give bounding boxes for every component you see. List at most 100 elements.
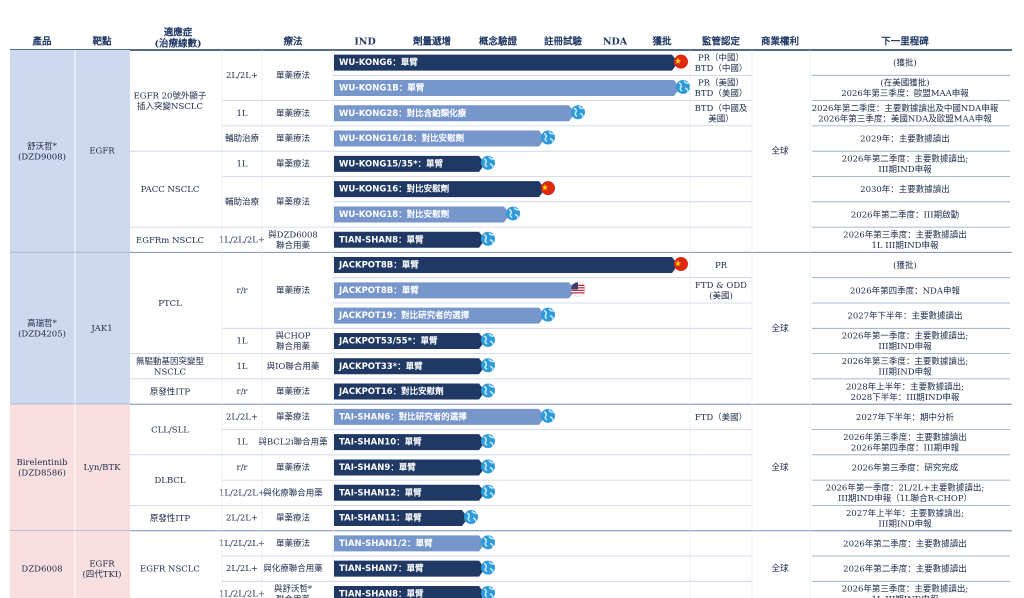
column-header: 註冊試驗 (544, 36, 583, 48)
trial-name: JACKPOT53/55*：單臂 (338, 335, 438, 346)
indication-line: DLBCL (154, 476, 185, 486)
milestone-line: 2026年第二季度：主要數據讀出 (843, 538, 967, 549)
indication: PACC NSCLC (141, 185, 200, 195)
trial-bar (334, 257, 678, 274)
lines-of-therapy: 1L (236, 159, 247, 169)
milestone: 2029年：主要數據讀出 (860, 133, 950, 144)
regulatory-line: 美國） (708, 113, 734, 124)
milestone-line: III期IND申報 (878, 366, 932, 377)
trial-bar (334, 307, 545, 324)
therapy: 單藥療法 (276, 538, 310, 549)
trial-name: TIAN-SHAN7：單臂 (339, 563, 424, 574)
product-name-line: (DZD9008) (18, 151, 66, 162)
indication-line: EGFRm NSCLC (136, 235, 204, 245)
trial-name: JACKPOT8B：單臂 (338, 285, 419, 296)
lines-of-therapy: 1L/2L/2L+ (219, 488, 265, 498)
product-cell (10, 530, 130, 598)
trial-bar (334, 535, 485, 552)
trial-name: TAI-SHAN9：單臂 (339, 462, 416, 473)
product-name-line: Birelentinib (16, 458, 68, 468)
milestone: 2026年第三季度：主要數據讀出 1L III期IND申報 (843, 229, 967, 251)
icon (541, 408, 555, 423)
therapy: 單藥療法 (276, 285, 310, 296)
globe-land (483, 535, 495, 548)
product-name: Birelentinib (DZD8586) (16, 458, 68, 479)
trial-name: WU-KONG28：對比含鉑類化療 (339, 108, 467, 119)
therapy-line: 與舒沃哲* (274, 583, 313, 594)
lines-of-therapy: 輔助治療 (225, 196, 260, 207)
indication-line: PTCL (158, 299, 182, 309)
milestone: 2026年第二季度：主要數據讀出 (843, 538, 967, 549)
indication-line: EGFR 20號外顯子 (134, 90, 207, 101)
trial-name: TIAN-SHAN8：單臂 (339, 588, 424, 598)
product-cell (10, 404, 130, 531)
target-line: (四代TKI) (82, 568, 121, 579)
rights: 全球 (771, 462, 789, 473)
column-header: 產品 (31, 36, 51, 48)
milestone: 2028年上半年：主要數據讀出; 2028下半年：III期IND申報 (846, 381, 964, 403)
milestone-line: 2026年第三季度：主要數據讀出; (842, 356, 969, 367)
regulatory: BTD（中國及美國） (695, 103, 748, 125)
column-header: 監管認定 (702, 36, 741, 48)
indication: EGFR 20號外顯子插入突變NSCLC (134, 90, 207, 112)
column-header: 下一里程碑 (881, 36, 929, 48)
icon (570, 282, 586, 297)
column-header: 靶點 (92, 36, 112, 48)
flag-canton (571, 282, 578, 290)
milestone-line: 2026年第四季度：III期申報 (851, 442, 960, 453)
trial-bar (334, 484, 485, 501)
column-header: 概念驗證 (479, 36, 518, 48)
milestone-line: 2026年第一季度：主要數據讀出; (842, 330, 969, 341)
trial-bar (334, 408, 545, 425)
flag-cn (674, 54, 688, 69)
globe-land (543, 131, 555, 143)
product-name: 舒沃哲* (DZD9008) (18, 140, 66, 162)
regulatory: PR (715, 261, 728, 271)
lines-of-therapy: 2L/2L+ (226, 412, 258, 422)
milestone-line: 2026年第二季度：主要數據讀出; (842, 153, 969, 164)
regulatory-line: BTD（中國及 (695, 103, 748, 114)
lines-of-therapy: r/r (237, 463, 249, 473)
target: EGFR (四代TKI) (82, 559, 121, 580)
milestone: 2026年第二季度：主要數據讀出 (843, 563, 967, 574)
therapy: 與舒沃哲*聯合用藥 (274, 583, 313, 598)
milestone-line: (在美國獲批) (880, 77, 929, 88)
regulatory: PR（美國） BTD（美國） (695, 77, 748, 99)
milestone: 2026年第二季度：主要數據讀出; III期IND申報 (842, 153, 969, 175)
milestone: 2026年第三季度：主要數據讀出 2026年第四季度：III期申報 (843, 431, 967, 453)
therapy-line: 聯合用藥 (276, 240, 311, 251)
milestone-line: III期IND申報（1L聯合R-CHOP） (838, 493, 972, 504)
product-name-line: (DZD4205) (18, 328, 66, 339)
globe-land (483, 459, 495, 472)
regulatory: FTD（美國） (695, 411, 747, 422)
indication: PTCL (158, 299, 182, 309)
indication: 原發性ITP (150, 386, 191, 397)
icon (541, 181, 555, 196)
globe-land (483, 333, 495, 345)
indication: EGFRm NSCLC (136, 235, 204, 245)
globe-land (543, 308, 555, 320)
regulatory: FTD & ODD (美國) (695, 281, 747, 302)
globe-land (508, 206, 520, 219)
column-header: 適應症 (164, 27, 193, 39)
icon (674, 54, 688, 69)
milestone: 2027年上半年：主要數據讀出; III期IND申報 (846, 507, 964, 529)
milestone-line: 2030年：主要數據讀出 (860, 184, 950, 195)
milestone-line: 2029年：主要數據讀出 (860, 133, 950, 144)
milestone: 2026年第二季度：III期啟動 (851, 209, 959, 220)
regulatory-line: PR（美國） (698, 77, 744, 88)
icon (481, 585, 495, 598)
regulatory-line: BTD（中國） (695, 62, 748, 73)
lines-of-therapy: 1L/2L/2L+ (219, 589, 265, 598)
milestone-line: 2026年第三季度：主要數據讀出 (843, 431, 967, 442)
flag-cn (541, 181, 555, 196)
milestone: 2026年第四季度：NDA申報 (850, 285, 961, 296)
flag-star (675, 260, 681, 267)
therapy: 與CHOP 聯合用藥 (275, 330, 310, 352)
trial-name: WU-KONG16/18：對比安慰劑 (339, 133, 464, 144)
trial-name: WU-KONG16：對比安慰劑 (339, 184, 449, 195)
therapy: 與IO聯合用藥 (267, 361, 320, 372)
product-cell (10, 50, 130, 253)
therapy: 單藥療法 (276, 70, 310, 81)
globe-land (483, 156, 495, 168)
